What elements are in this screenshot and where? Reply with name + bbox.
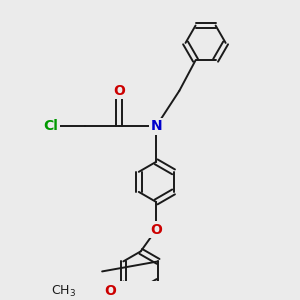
Text: O: O — [150, 223, 162, 237]
Text: O: O — [113, 84, 125, 98]
Text: CH$_3$: CH$_3$ — [51, 284, 76, 299]
Text: N: N — [150, 119, 162, 133]
Text: Cl: Cl — [44, 119, 58, 133]
Text: O: O — [104, 284, 116, 298]
